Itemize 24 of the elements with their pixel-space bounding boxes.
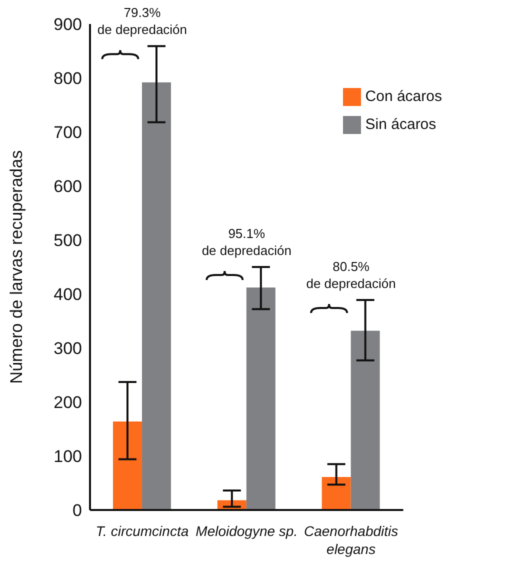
annotation: 79.3% de depredación	[97, 5, 188, 38]
x-tick-label: T. circumcincta	[96, 523, 189, 539]
bar	[246, 288, 276, 510]
y-tick-label: 500	[54, 231, 82, 250]
bar	[322, 477, 351, 510]
y-tick-label: 200	[54, 393, 82, 412]
y-tick-label: 700	[54, 123, 82, 142]
annotation: 80.5% de depredación	[306, 258, 396, 291]
bar	[350, 330, 380, 510]
y-tick-label: 400	[54, 285, 82, 304]
y-tick-label: 0	[72, 501, 82, 520]
x-tick-label: Caenorhabditis elegans	[304, 523, 398, 557]
y-tick-label: 900	[54, 15, 82, 34]
y-axis-title: Número de larvas recuperadas	[7, 150, 26, 384]
y-tick-label: 300	[54, 339, 82, 358]
y-tick-label: 600	[54, 177, 82, 196]
bar	[112, 421, 142, 510]
legend-label: Con ácaros	[365, 88, 442, 105]
annotation: 95.1% de depredación	[202, 226, 292, 258]
legend-label: Sin ácaros	[365, 116, 436, 133]
bar	[142, 82, 171, 510]
y-tick-label: 100	[54, 447, 82, 466]
x-tick-label: Meloidogyne sp.	[196, 523, 298, 539]
y-tick-label: 800	[54, 69, 82, 88]
